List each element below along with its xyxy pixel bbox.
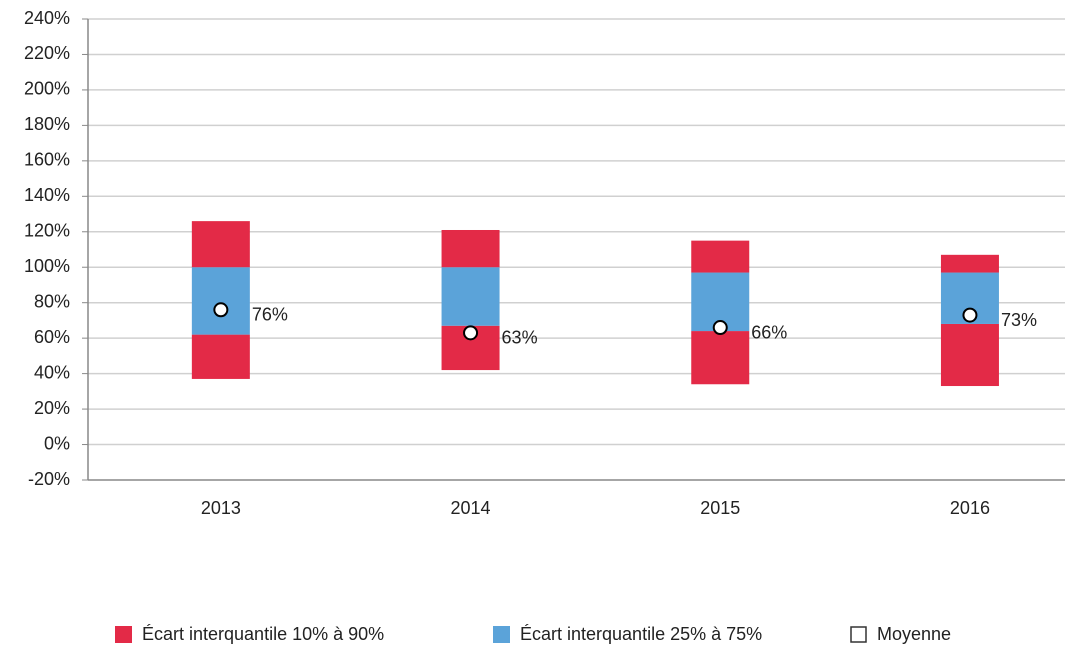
legend-swatch: [850, 626, 867, 643]
mean-label: 73%: [1001, 310, 1037, 330]
y-tick-label: 140%: [24, 185, 70, 205]
mean-label: 76%: [252, 305, 288, 325]
box-lower: [940, 323, 999, 387]
y-tick-label: 180%: [24, 114, 70, 134]
x-tick-label: 2016: [950, 498, 990, 518]
box-lower: [191, 334, 250, 379]
mean-label: 63%: [502, 328, 538, 348]
mean-marker: [712, 320, 728, 336]
box-upper: [191, 221, 250, 268]
legend-swatch: [493, 626, 510, 643]
y-tick-label: 160%: [24, 150, 70, 170]
legend-label: Écart interquantile 10% à 90%: [142, 624, 384, 644]
mean-marker: [463, 325, 479, 341]
y-tick-label: 60%: [34, 327, 70, 347]
y-tick-label: 0%: [44, 433, 70, 453]
x-tick-label: 2015: [700, 498, 740, 518]
y-tick-label: 40%: [34, 362, 70, 382]
y-tick-label: -20%: [28, 469, 70, 489]
box-upper: [691, 240, 750, 273]
box-middle: [441, 267, 500, 326]
box-middle: [191, 267, 250, 335]
y-tick-label: 240%: [24, 8, 70, 28]
y-tick-label: 100%: [24, 256, 70, 276]
y-tick-label: 200%: [24, 79, 70, 99]
y-tick-label: 220%: [24, 43, 70, 63]
x-tick-label: 2013: [201, 498, 241, 518]
legend-label: Écart interquantile 25% à 75%: [520, 624, 762, 644]
x-tick-label: 2014: [451, 498, 491, 518]
y-tick-label: 120%: [24, 221, 70, 241]
box-lower: [691, 331, 750, 385]
mean-marker: [213, 302, 229, 318]
box-upper: [940, 254, 999, 273]
y-tick-label: 80%: [34, 291, 70, 311]
y-tick-label: 20%: [34, 398, 70, 418]
mean-label: 66%: [751, 322, 787, 342]
legend-swatch: [115, 626, 132, 643]
box-upper: [441, 229, 500, 268]
mean-marker: [962, 307, 978, 323]
legend-label: Moyenne: [877, 624, 951, 644]
